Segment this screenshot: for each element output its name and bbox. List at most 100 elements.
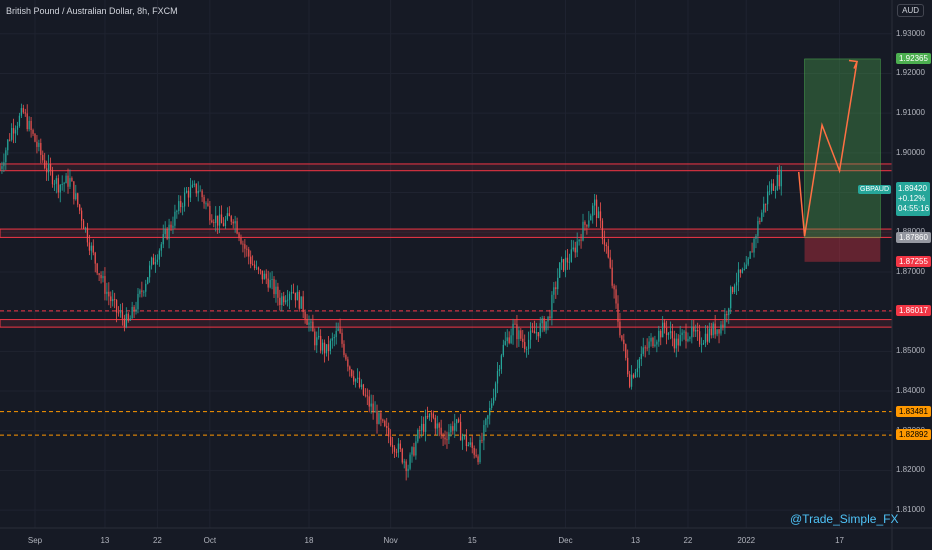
- candle-body: [96, 263, 98, 274]
- candle-body: [415, 441, 417, 456]
- candle-body: [143, 291, 145, 293]
- candle-body: [629, 374, 631, 387]
- candle-body: [461, 436, 464, 441]
- candle-body: [722, 324, 724, 328]
- candle-body: [590, 215, 592, 221]
- candle-body: [104, 276, 106, 294]
- candle-body: [654, 344, 656, 347]
- candle-body: [261, 270, 263, 280]
- candle-body: [209, 205, 211, 221]
- candle-body: [119, 311, 122, 313]
- candle-body: [263, 273, 265, 280]
- candle-body: [178, 201, 180, 212]
- candle-body: [757, 221, 759, 236]
- candle-body: [634, 372, 637, 378]
- candle-body: [80, 210, 83, 221]
- candle-body: [368, 396, 370, 407]
- candle-body: [63, 183, 65, 184]
- candle-body: [65, 175, 67, 184]
- candle-body: [693, 326, 695, 332]
- candle-body: [642, 347, 644, 354]
- candle-body: [20, 108, 23, 116]
- candle-body: [314, 331, 316, 346]
- candle-body: [411, 447, 413, 455]
- candle-body: [382, 419, 384, 421]
- candle-body: [514, 323, 516, 325]
- candle-body: [477, 456, 479, 463]
- candle-body: [98, 273, 100, 276]
- candle-body: [438, 423, 440, 428]
- candle-body: [545, 321, 547, 331]
- candle-body: [55, 178, 57, 184]
- candle-body: [370, 403, 372, 407]
- candle-body: [691, 326, 693, 338]
- candle-body: [288, 293, 291, 300]
- candle-body: [117, 312, 120, 314]
- candle-body: [421, 423, 423, 431]
- candle-body: [669, 331, 672, 334]
- candle-body: [732, 286, 734, 293]
- candle-body: [494, 383, 497, 398]
- price-tick-label: 1.88000: [896, 227, 925, 236]
- candle-body: [537, 332, 539, 337]
- currency-button[interactable]: AUD: [897, 4, 924, 17]
- candle-body: [405, 461, 407, 472]
- chart-title: British Pound / Australian Dollar, 8h, F…: [6, 6, 178, 16]
- candle-body: [152, 257, 155, 265]
- candle-body: [88, 242, 91, 251]
- candle-body: [145, 283, 147, 292]
- candle-body: [374, 410, 376, 413]
- candle-body: [149, 265, 151, 278]
- candle-body: [44, 160, 46, 169]
- candle-body: [656, 341, 658, 345]
- candle-body: [500, 355, 503, 370]
- candle-body: [325, 344, 328, 354]
- time-tick-label: Oct: [203, 536, 217, 545]
- candle-body: [252, 263, 254, 265]
- candle-body: [185, 190, 188, 193]
- candle-body: [114, 299, 116, 300]
- candle-body: [685, 331, 687, 342]
- candle-body: [281, 296, 283, 305]
- candle-body: [481, 439, 483, 441]
- candle-body: [32, 130, 34, 134]
- candle-body: [533, 330, 536, 334]
- candle-body: [180, 201, 182, 208]
- candle-body: [28, 120, 30, 130]
- candle-body: [182, 206, 184, 208]
- candle-body: [708, 328, 710, 342]
- candle-body: [123, 318, 126, 327]
- candle-body: [121, 311, 124, 319]
- candle-body: [34, 133, 36, 142]
- candle-body: [553, 287, 555, 295]
- candle-body: [232, 221, 234, 224]
- candle-body: [170, 224, 172, 228]
- candle-body: [695, 330, 697, 332]
- candle-body: [761, 212, 763, 222]
- candle-body: [413, 447, 415, 456]
- candle-body: [619, 321, 621, 336]
- candle-body: [127, 313, 129, 321]
- candle-body: [356, 377, 359, 379]
- price-tick-label: 1.82000: [896, 465, 925, 475]
- candle-body: [580, 239, 582, 241]
- candle-body: [67, 175, 69, 187]
- candle-body: [726, 314, 728, 316]
- time-tick-label: 2022: [737, 536, 756, 545]
- candle-body: [498, 369, 501, 371]
- candle-body: [728, 308, 730, 316]
- candle-body: [267, 278, 269, 288]
- long-position-tool[interactable]: [804, 58, 881, 262]
- candle-body: [718, 329, 720, 334]
- candle-body: [613, 285, 615, 290]
- candle-body: [516, 324, 518, 340]
- candle-body: [469, 442, 471, 445]
- candle-body: [162, 234, 164, 245]
- candle-body: [597, 211, 600, 219]
- current-price-box: 1.89420 +0.12% 04:55:16: [896, 182, 930, 216]
- candle-body: [69, 178, 71, 187]
- candle-body: [572, 247, 574, 250]
- candle-body: [423, 423, 425, 432]
- candle-body: [582, 221, 584, 241]
